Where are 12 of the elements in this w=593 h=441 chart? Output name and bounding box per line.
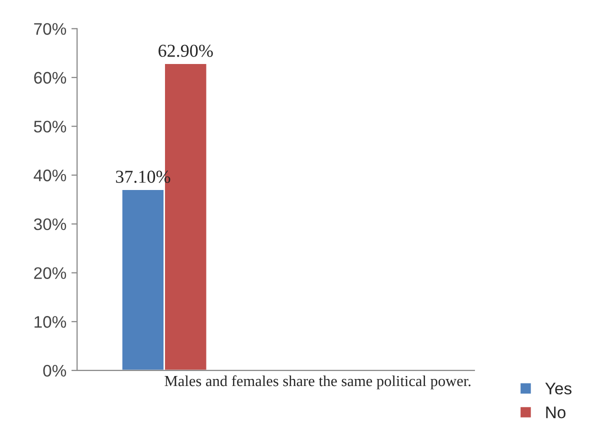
y-tick-label: 0% [43, 364, 66, 377]
y-tick-label: 30% [34, 218, 66, 230]
y-tick-label: 20% [34, 267, 66, 279]
y-tick-label: 10% [34, 316, 66, 328]
data-label: 62.90% [158, 44, 213, 57]
legend-label: No [546, 406, 566, 418]
x-tick-label: Males and females share the same political power. [164, 375, 470, 390]
y-tick-label: 50% [34, 120, 66, 133]
legend-label: Yes [545, 382, 572, 394]
y-tick-label: 60% [34, 72, 66, 84]
y-tick-label: 40% [34, 170, 66, 182]
y-tick-label: 70% [34, 23, 66, 35]
